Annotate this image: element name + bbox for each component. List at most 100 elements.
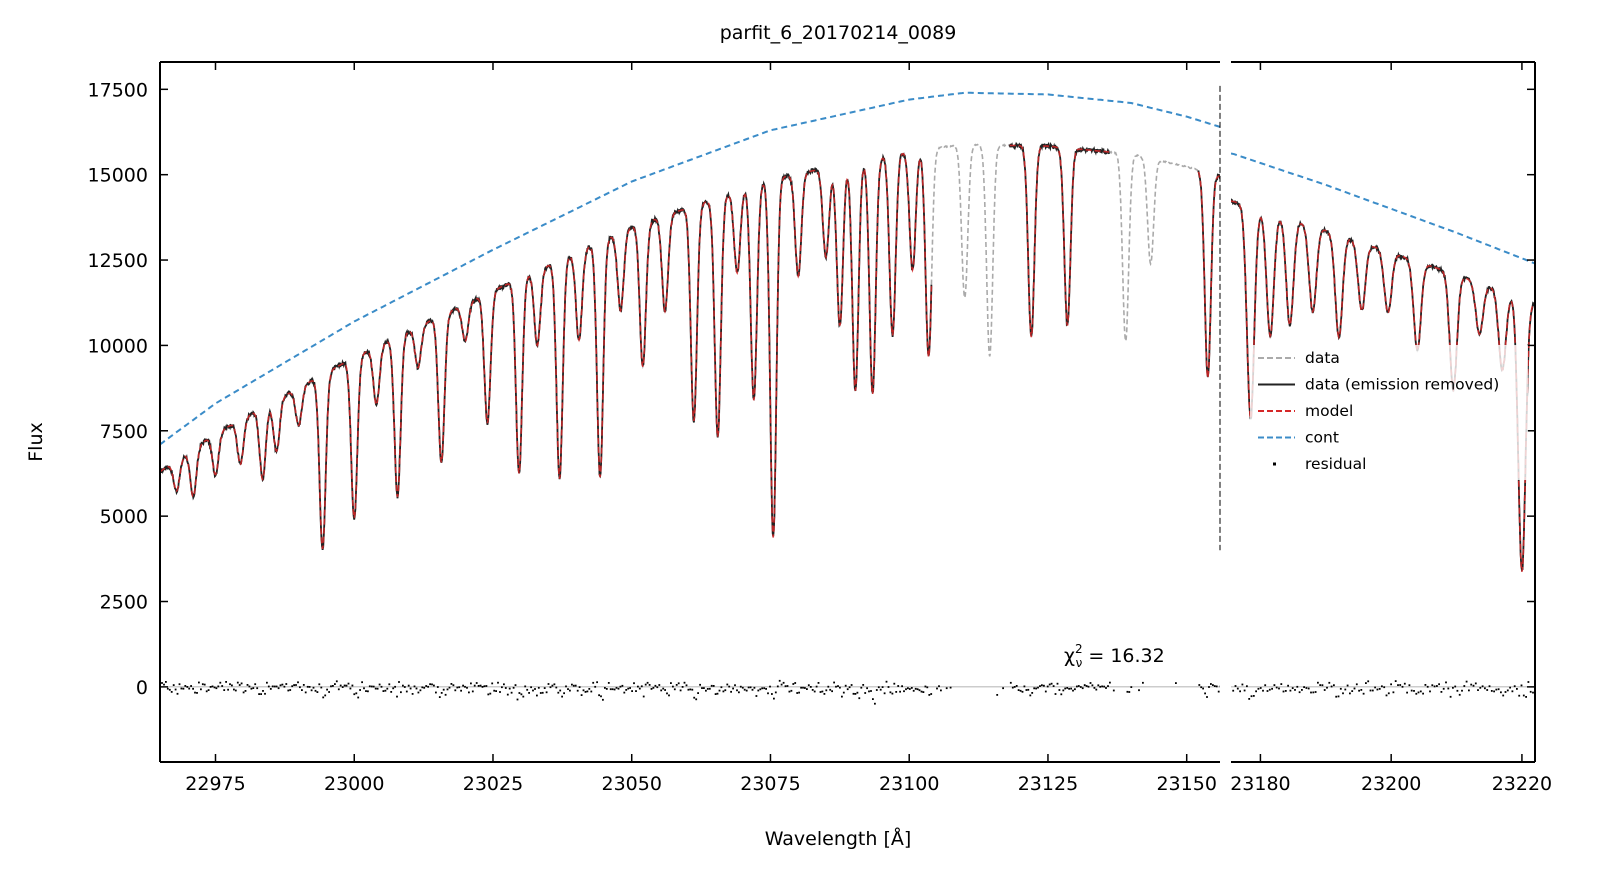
residual-point (1101, 685, 1103, 688)
residual-point (685, 684, 688, 687)
residual-point (1317, 681, 1319, 684)
residual-point (1394, 680, 1397, 682)
residual-point (271, 685, 274, 688)
residual-point (180, 687, 183, 690)
residual-point (285, 683, 288, 685)
residual-point (186, 686, 189, 688)
residual-point (563, 692, 565, 695)
residual-point (1410, 689, 1413, 692)
residual-point (1206, 696, 1208, 698)
residual-point (1438, 683, 1440, 686)
residual-point (891, 692, 894, 695)
residual-point (658, 684, 661, 686)
residual-point (349, 687, 352, 690)
residual-point (203, 683, 206, 686)
residual-point (1077, 685, 1080, 687)
residual-point (339, 684, 342, 687)
residual-point (1079, 686, 1082, 688)
residual-point (1002, 687, 1004, 690)
residual-point (318, 683, 321, 686)
residual-point (1312, 691, 1315, 694)
legend-label: residual (1305, 455, 1366, 473)
residual-point (773, 697, 775, 700)
residual-point (442, 688, 445, 691)
residual-point (316, 691, 319, 693)
residual-point (553, 683, 556, 686)
x-tick-label: 23220 (1492, 773, 1552, 795)
residual-point (1033, 687, 1036, 690)
residual-point (1219, 685, 1220, 688)
x-axis-label: Wavelength [Å] (765, 827, 912, 850)
residual-point (866, 687, 868, 690)
residual-point (1289, 689, 1292, 692)
residual-point (804, 687, 806, 689)
residual-point (1255, 690, 1257, 693)
residual-point (201, 683, 204, 686)
residual-point (1103, 685, 1105, 688)
residual-point (1248, 698, 1251, 700)
residual-point (184, 685, 187, 687)
residual-point (1527, 681, 1530, 683)
residual-point (734, 684, 736, 687)
residual-point (355, 692, 358, 695)
residual-point (879, 688, 882, 691)
residual-point (514, 684, 517, 686)
residual-point (229, 683, 231, 686)
residual-point (302, 684, 305, 686)
residual-point (714, 693, 717, 695)
series-model (1231, 200, 1535, 572)
residual-point (378, 683, 381, 686)
residual-point (1323, 689, 1326, 691)
residual-point (1130, 686, 1133, 688)
residual-point (337, 688, 340, 691)
residual-point (534, 688, 536, 690)
residual-point (1068, 687, 1070, 690)
residual-point (359, 689, 361, 691)
residual-point (190, 685, 192, 687)
residual-point (1422, 692, 1424, 695)
residual-point (609, 688, 612, 691)
residual-point (1477, 689, 1479, 691)
residual-point (1463, 685, 1466, 687)
residual-point (1310, 691, 1312, 694)
residual-point (1058, 689, 1061, 691)
residual-point (440, 692, 443, 694)
residual-point (530, 686, 532, 689)
residual-point (569, 689, 571, 692)
residual-point (1019, 689, 1022, 692)
residual-point (1385, 694, 1388, 697)
residual-point (1246, 685, 1248, 688)
residual-point (165, 681, 167, 683)
residual-point (1392, 691, 1395, 694)
tick-layer: 22975 23000 23025 23050 23075 23100 23125 23150… (88, 62, 1552, 795)
residual-point (753, 686, 756, 689)
residual-point (905, 688, 907, 691)
residual-point (821, 690, 824, 693)
residual-point (811, 689, 814, 691)
residual-point (431, 683, 433, 686)
residual-point (607, 682, 610, 684)
residual-point (1037, 686, 1039, 689)
residual-point (588, 688, 591, 690)
residual-point (281, 683, 284, 686)
residual-point (192, 687, 194, 690)
residual-point (466, 686, 468, 689)
residual-point (1072, 689, 1074, 692)
residual-point (481, 686, 484, 688)
residual-point (267, 685, 270, 688)
residual-point (444, 693, 447, 696)
residual-point (1401, 685, 1404, 688)
residual-point (1217, 690, 1220, 693)
residual-point (582, 689, 585, 692)
residual-point (571, 683, 573, 686)
residual-point (248, 685, 251, 688)
residual-point (376, 687, 379, 690)
residual-point (543, 687, 546, 689)
residual-point (421, 686, 424, 689)
residual-point (1328, 681, 1331, 684)
x-tick-label: 23050 (602, 773, 662, 795)
residual-point (1239, 690, 1241, 693)
residual-point (621, 684, 624, 687)
residual-point (738, 691, 740, 694)
residual-point (1064, 687, 1067, 690)
